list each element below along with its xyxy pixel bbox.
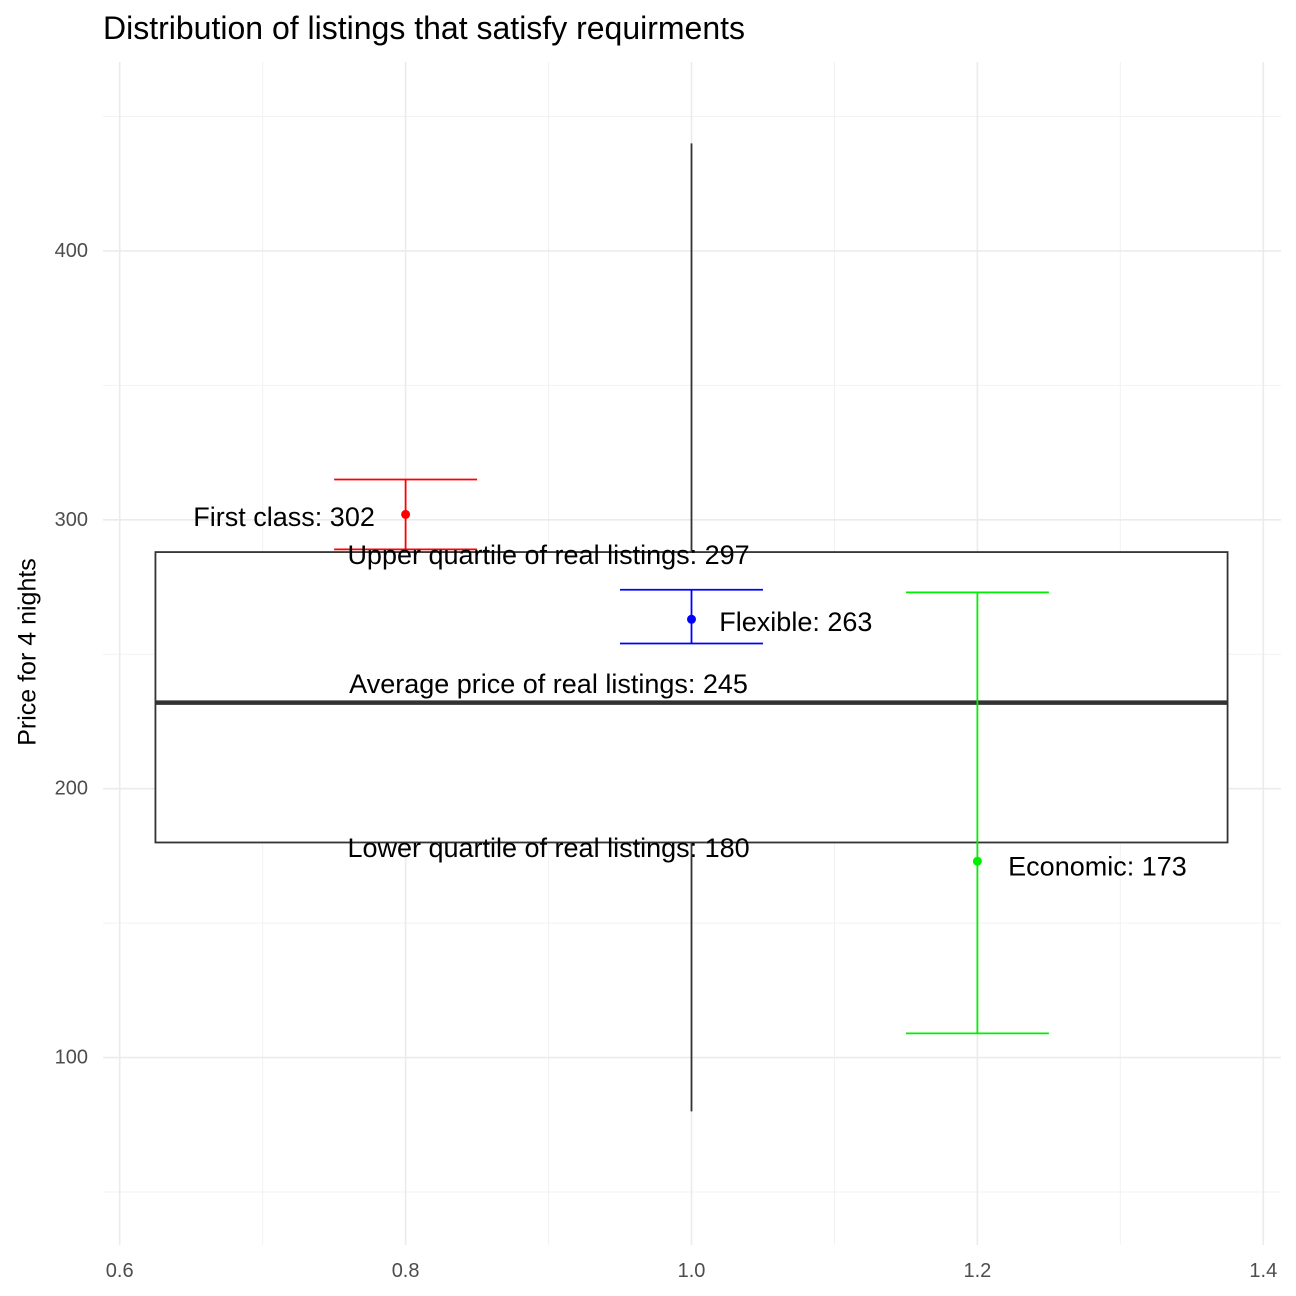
errorbar-point: [972, 856, 982, 866]
errorbar-2: [905, 591, 1049, 1035]
y-tick-label: 300: [55, 509, 88, 531]
x-tick-label: 1.2: [963, 1260, 991, 1282]
y-tick-label: 100: [55, 1047, 88, 1069]
errorbar-point: [687, 614, 696, 624]
errorbar-1: [620, 588, 763, 645]
annotation-label: Flexible: 263: [719, 607, 872, 637]
x-tick-label: 0.6: [106, 1260, 134, 1282]
annotation-label: First class: 302: [193, 502, 375, 532]
y-axis-ticks: 100 200 300 400: [55, 240, 88, 1069]
y-tick-label: 200: [55, 778, 88, 800]
annotations: First class: 302 Upper quartile of real l…: [193, 502, 1186, 882]
x-tick-label: 0.8: [392, 1260, 420, 1282]
annotation-label: Average price of real listings: 245: [349, 669, 748, 699]
chart-title: Distribution of listings that satisfy re…: [103, 10, 746, 46]
annotation-label: Upper quartile of real listings: 297: [347, 540, 749, 570]
errorbar-0: [334, 478, 478, 551]
y-tick-label: 400: [55, 240, 88, 262]
errorbar-point: [401, 509, 411, 519]
x-axis-ticks: 0.6 0.8 1.0 1.2 1.4: [106, 1260, 1277, 1282]
x-tick-label: 1.4: [1249, 1260, 1277, 1282]
errorbars: [334, 478, 1049, 1035]
x-tick-label: 1.0: [678, 1260, 706, 1282]
annotation-label: Economic: 173: [1008, 852, 1187, 882]
annotation-label: Lower quartile of real listings: 180: [347, 833, 749, 863]
